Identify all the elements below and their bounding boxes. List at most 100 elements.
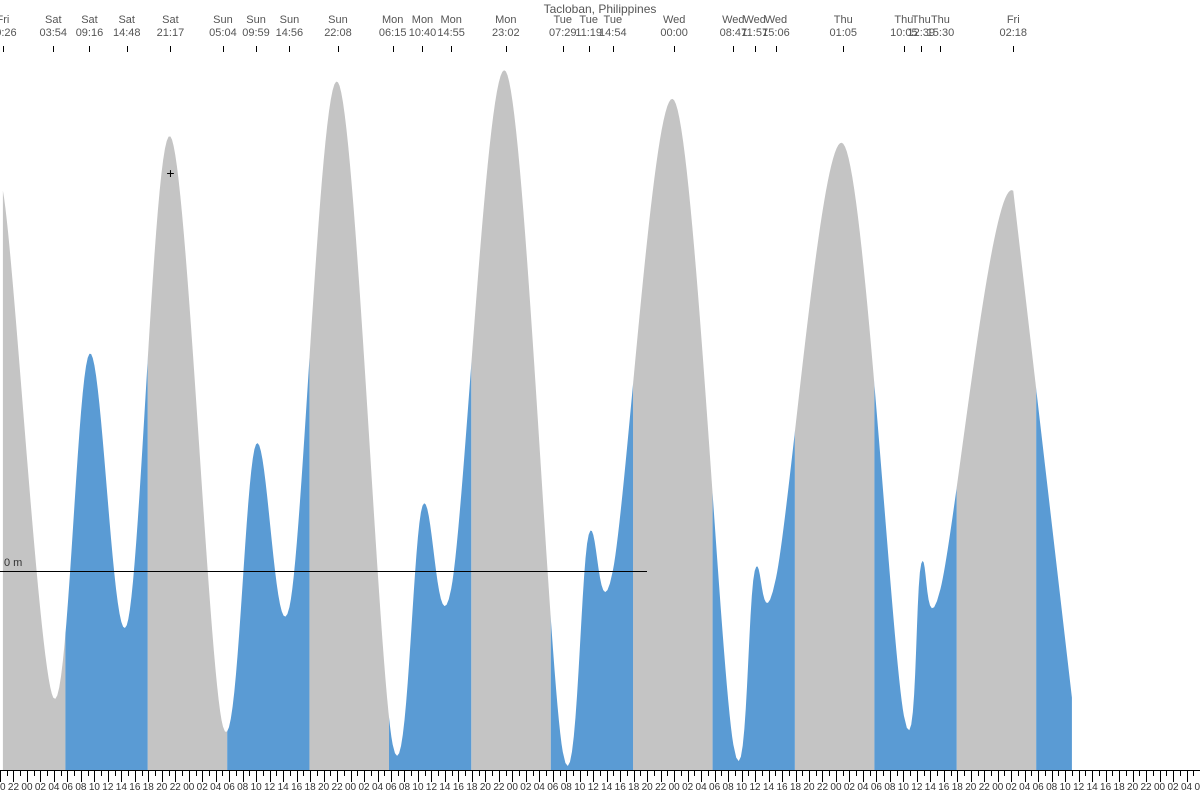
tick-label: 14 (278, 782, 289, 793)
tick-label: 02 (358, 782, 369, 793)
tick-minor (681, 770, 682, 776)
tick-label: 12 (588, 782, 599, 793)
tick-minor (654, 770, 655, 776)
tick-label: 20 (1127, 782, 1138, 793)
tick-major (216, 770, 217, 782)
tick-major (566, 770, 567, 782)
tick-label: 22 (493, 782, 504, 793)
tick-major (67, 770, 68, 782)
tick-major (0, 770, 1, 782)
tick-minor (546, 770, 547, 776)
tick-major (876, 770, 877, 782)
tick-minor (452, 770, 453, 776)
plot-area: 0 m + (0, 46, 1200, 770)
tick-label: 02 (35, 782, 46, 793)
tick-major (13, 770, 14, 782)
tick-label: 16 (291, 782, 302, 793)
tick-label: 22 (817, 782, 828, 793)
tide-chart: Tacloban, Philippines Fri20:26Sat03:54Sa… (0, 0, 1200, 800)
bottom-axis: 2022000204060810121416182022000204060810… (0, 770, 1200, 800)
tick-major (1119, 770, 1120, 782)
tide-area-svg (0, 46, 1200, 770)
tick-minor (1072, 770, 1073, 776)
tick-major (971, 770, 972, 782)
tick-major (755, 770, 756, 782)
tick-major (593, 770, 594, 782)
tick-major (108, 770, 109, 782)
tick-minor (479, 770, 480, 776)
tick-label: 06 (1194, 782, 1200, 793)
tick-major (431, 770, 432, 782)
tick-minor (236, 770, 237, 776)
tick-label: 06 (709, 782, 720, 793)
tick-label: 04 (857, 782, 868, 793)
tick-minor (492, 770, 493, 776)
tick-minor (74, 770, 75, 776)
tick-minor (155, 770, 156, 776)
tick-minor (560, 770, 561, 776)
tick-label: 22 (332, 782, 343, 793)
tick-label: 18 (466, 782, 477, 793)
tick-label: 16 (453, 782, 464, 793)
tick-major (1173, 770, 1174, 782)
tick-label: 00 (507, 782, 518, 793)
tick-major (998, 770, 999, 782)
tick-label: 02 (197, 782, 208, 793)
tick-major (364, 770, 365, 782)
tick-label: 22 (979, 782, 990, 793)
top-label: Mon14:55 (437, 14, 465, 39)
tick-label: 12 (749, 782, 760, 793)
tick-minor (425, 770, 426, 776)
tick-label: 04 (1181, 782, 1192, 793)
tick-minor (667, 770, 668, 776)
tick-minor (924, 770, 925, 776)
tick-major (1146, 770, 1147, 782)
tick-major (809, 770, 810, 782)
tick-minor (88, 770, 89, 776)
tick-label: 12 (102, 782, 113, 793)
tick-minor (640, 770, 641, 776)
tick-minor (249, 770, 250, 776)
tick-label: 10 (1060, 782, 1071, 793)
top-label: Tue11:19 (575, 14, 602, 39)
top-label: Fri20:26 (0, 14, 17, 39)
tick-major (162, 770, 163, 782)
tick-label: 18 (790, 782, 801, 793)
tick-minor (344, 770, 345, 776)
tick-minor (789, 770, 790, 776)
tick-minor (115, 770, 116, 776)
tick-minor (708, 770, 709, 776)
tick-minor (978, 770, 979, 776)
tick-major (472, 770, 473, 782)
tick-major (189, 770, 190, 782)
tick-major (917, 770, 918, 782)
tick-label: 18 (143, 782, 154, 793)
tick-minor (1004, 770, 1005, 776)
tick-label: 10 (412, 782, 423, 793)
tick-minor (263, 770, 264, 776)
tick-label: 22 (1141, 782, 1152, 793)
tick-minor (910, 770, 911, 776)
top-label: Sat14:48 (113, 14, 141, 39)
tick-major (849, 770, 850, 782)
tick-label: 04 (1019, 782, 1030, 793)
top-label: Thu01:05 (829, 14, 857, 39)
tick-label: 16 (938, 782, 949, 793)
tick-label: 00 (345, 782, 356, 793)
tick-label: 10 (574, 782, 585, 793)
tick-major (27, 770, 28, 782)
top-label: Tue14:54 (599, 14, 627, 39)
tick-minor (519, 770, 520, 776)
tick-minor (61, 770, 62, 776)
tick-label: 12 (426, 782, 437, 793)
tick-minor (7, 770, 8, 776)
tick-major (40, 770, 41, 782)
top-label: Wed15:06 (762, 14, 790, 39)
tick-label: 06 (871, 782, 882, 793)
tick-minor (438, 770, 439, 776)
tick-label: 20 (318, 782, 329, 793)
tick-label: 10 (736, 782, 747, 793)
tick-label: 08 (723, 782, 734, 793)
tick-label: 04 (372, 782, 383, 793)
tick-minor (276, 770, 277, 776)
